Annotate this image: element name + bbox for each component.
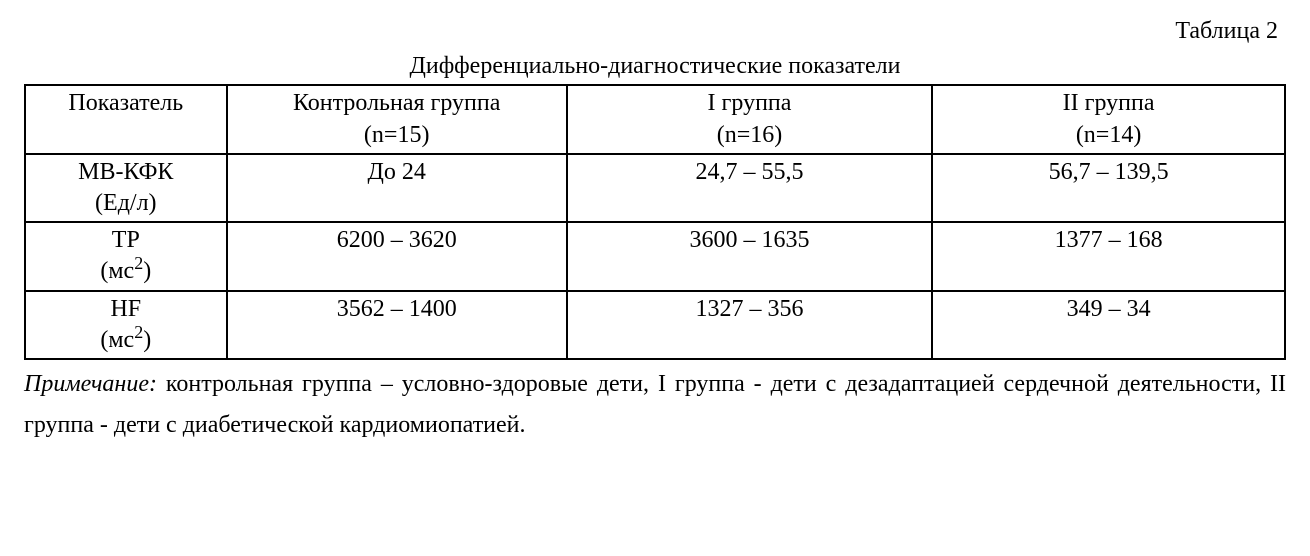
table-cell: 24,7 – 55,5	[567, 154, 932, 222]
col-header-text: Контрольная группа	[293, 90, 500, 116]
row-label-line2: (мс2)	[100, 258, 151, 284]
table-header-row: Показатель Контрольная группа (n=15) I г…	[25, 85, 1285, 153]
note-text: контрольная группа – условно-здоровые де…	[24, 371, 1286, 438]
col-header-text: II группа	[1063, 90, 1155, 116]
table-row: TP (мс2) 6200 – 36203600 – 16351377 – 168	[25, 222, 1285, 290]
col-header-group1: I группа (n=16)	[567, 85, 932, 153]
row-label-line1: TP	[112, 227, 140, 253]
table-cell: 3600 – 1635	[567, 222, 932, 290]
col-header-sub: (n=14)	[1076, 122, 1142, 148]
col-header-control: Контрольная группа (n=15)	[227, 85, 567, 153]
row-label: TP (мс2)	[25, 222, 227, 290]
table-row: HF (мс2) 3562 – 14001327 – 356349 – 34	[25, 291, 1285, 359]
col-header-indicator: Показатель	[25, 85, 227, 153]
col-header-text: I группа	[708, 90, 792, 116]
table-cell: 349 – 34	[932, 291, 1285, 359]
row-label-line1: МВ-КФК	[78, 159, 173, 185]
row-label: HF (мс2)	[25, 291, 227, 359]
row-label: МВ-КФК (Ед/л)	[25, 154, 227, 222]
row-label-line2: (Ед/л)	[95, 190, 157, 216]
col-header-text: Показатель	[68, 90, 183, 116]
col-header-group2: II группа (n=14)	[932, 85, 1285, 153]
col-header-sub: (n=15)	[364, 122, 430, 148]
row-label-line1: HF	[110, 296, 141, 322]
col-header-sub: (n=16)	[717, 122, 783, 148]
table-cell: 56,7 – 139,5	[932, 154, 1285, 222]
table-cell: 6200 – 3620	[227, 222, 567, 290]
data-table: Показатель Контрольная группа (n=15) I г…	[24, 84, 1286, 360]
table-cell: 1327 – 356	[567, 291, 932, 359]
table-note: Примечание: контрольная группа – условно…	[24, 364, 1286, 446]
table-title: Дифференциально-диагностические показате…	[24, 51, 1286, 82]
table-body: МВ-КФК (Ед/л) До 2424,7 – 55,556,7 – 139,5…	[25, 154, 1285, 359]
row-label-line2: (мс2)	[100, 327, 151, 353]
table-number: Таблица 2	[24, 16, 1278, 47]
table-cell: 3562 – 1400	[227, 291, 567, 359]
table-row: МВ-КФК (Ед/л) До 2424,7 – 55,556,7 – 139,5	[25, 154, 1285, 222]
table-cell: До 24	[227, 154, 567, 222]
table-cell: 1377 – 168	[932, 222, 1285, 290]
note-label: Примечание:	[24, 371, 157, 397]
